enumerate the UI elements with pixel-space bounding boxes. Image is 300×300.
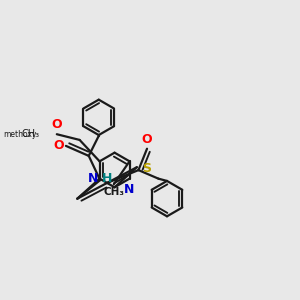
Text: CH₃: CH₃ — [22, 129, 40, 139]
Text: CH₃: CH₃ — [103, 187, 124, 197]
Text: O: O — [54, 140, 64, 152]
Text: H: H — [102, 172, 112, 185]
Text: N: N — [88, 172, 99, 185]
Text: O: O — [52, 118, 62, 131]
Text: O: O — [142, 133, 152, 146]
Text: S: S — [142, 162, 152, 175]
Text: N: N — [124, 183, 135, 196]
Text: methoxy: methoxy — [4, 130, 37, 139]
